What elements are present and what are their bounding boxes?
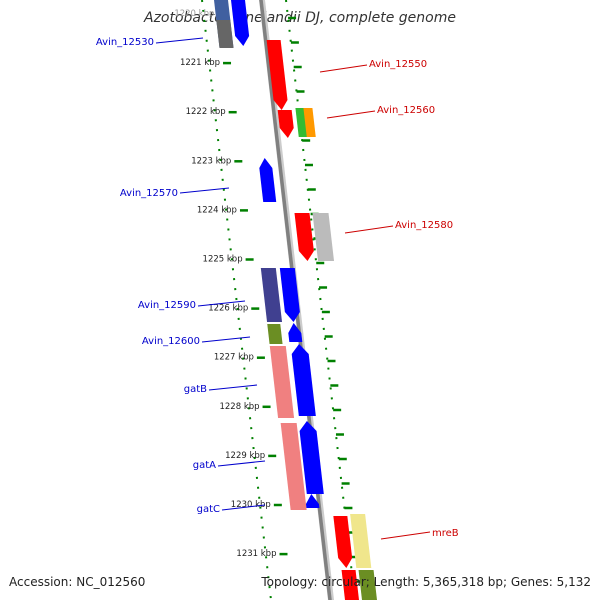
gene-label-avin-12590[interactable]: Avin_12590 (138, 300, 196, 311)
tick-label-1227-kbp: 1227 kbp (214, 353, 254, 363)
gene-avin-12580[interactable] (294, 213, 314, 261)
gene-label-gata[interactable]: gatA (193, 460, 216, 471)
gene-avin-12550b[interactable] (277, 110, 294, 138)
leader-line-left (197, 300, 246, 307)
gene-gatb[interactable] (269, 346, 295, 418)
gene-avin-12530[interactable] (216, 20, 234, 48)
gene-gata[interactable] (280, 423, 307, 510)
tick-label-1228-kbp: 1228 kbp (219, 402, 259, 412)
tick-label-1223-kbp: 1223 kbp (191, 156, 231, 166)
gene-mreb-b[interactable] (350, 514, 372, 568)
gene-bottom-red[interactable] (341, 570, 361, 600)
gene-label-avin-12560[interactable]: Avin_12560 (377, 105, 435, 116)
gene-gata-cds[interactable] (299, 421, 324, 494)
tick-label-1224-kbp: 1224 kbp (197, 205, 237, 215)
gene-avin-12590b[interactable] (279, 268, 300, 322)
topology-text: Topology: circular; Length: 5,365,318 bp… (261, 575, 591, 589)
gene-label-mreb[interactable]: mreB (432, 528, 459, 539)
gene-gatb-cds[interactable] (291, 344, 316, 416)
gene-label-avin-12580[interactable]: Avin_12580 (395, 220, 453, 231)
gene-avin-12550[interactable] (266, 40, 288, 110)
leader-line-left (208, 384, 258, 391)
gene-avin-12600[interactable] (267, 324, 283, 344)
tick-label-1229-kbp: 1229 kbp (225, 451, 265, 461)
leader-line-right (326, 110, 376, 119)
gene-bottom-green[interactable] (358, 570, 379, 600)
leader-line-left (201, 336, 251, 343)
accession-text: Accession: NC_012560 (9, 575, 146, 589)
gene-avin-12590[interactable] (260, 268, 283, 322)
outer-right-dotted-line (285, 0, 356, 600)
leader-line-left (221, 504, 266, 511)
leader-line-left (179, 187, 230, 194)
tick-label-1231-kbp: 1231 kbp (236, 549, 276, 559)
gene-label-avin-12600[interactable]: Avin_12600 (142, 336, 200, 347)
gene-avin-12570[interactable] (259, 158, 277, 202)
gene-label-gatc[interactable]: gatC (197, 504, 220, 515)
tick-label-1225-kbp: 1225 kbp (203, 255, 243, 265)
leader-line-left (155, 37, 204, 44)
leader-line-right (380, 531, 431, 540)
gene-avin-12600b[interactable] (288, 323, 303, 342)
gene-label-gatb[interactable]: gatB (184, 384, 207, 395)
gene-label-avin-12570[interactable]: Avin_12570 (120, 188, 178, 199)
leader-line-right (319, 64, 368, 73)
gene-avin-12540[interactable] (230, 0, 250, 46)
gene-gatc[interactable] (305, 494, 320, 508)
tick-label-1221-kbp: 1221 kbp (180, 58, 220, 68)
tick-label-1222-kbp: 1222 kbp (186, 107, 226, 117)
gene-avin-12560b[interactable] (303, 108, 316, 137)
tick-label-1226-kbp: 1226 kbp (208, 304, 248, 314)
leader-line-left (217, 460, 266, 467)
tick-label-1220-kbp: 1220 kbp (174, 9, 214, 19)
tick-label-1230-kbp: 1230 kbp (231, 500, 271, 510)
outer-left-dotted-line (201, 0, 272, 600)
gene-mreb[interactable] (333, 516, 353, 568)
leader-line-right (344, 225, 394, 234)
gene-avin-12580b[interactable] (312, 213, 335, 261)
gene-label-avin-12550[interactable]: Avin_12550 (369, 59, 427, 70)
gene-label-avin-12530[interactable]: Avin_12530 (96, 37, 154, 48)
